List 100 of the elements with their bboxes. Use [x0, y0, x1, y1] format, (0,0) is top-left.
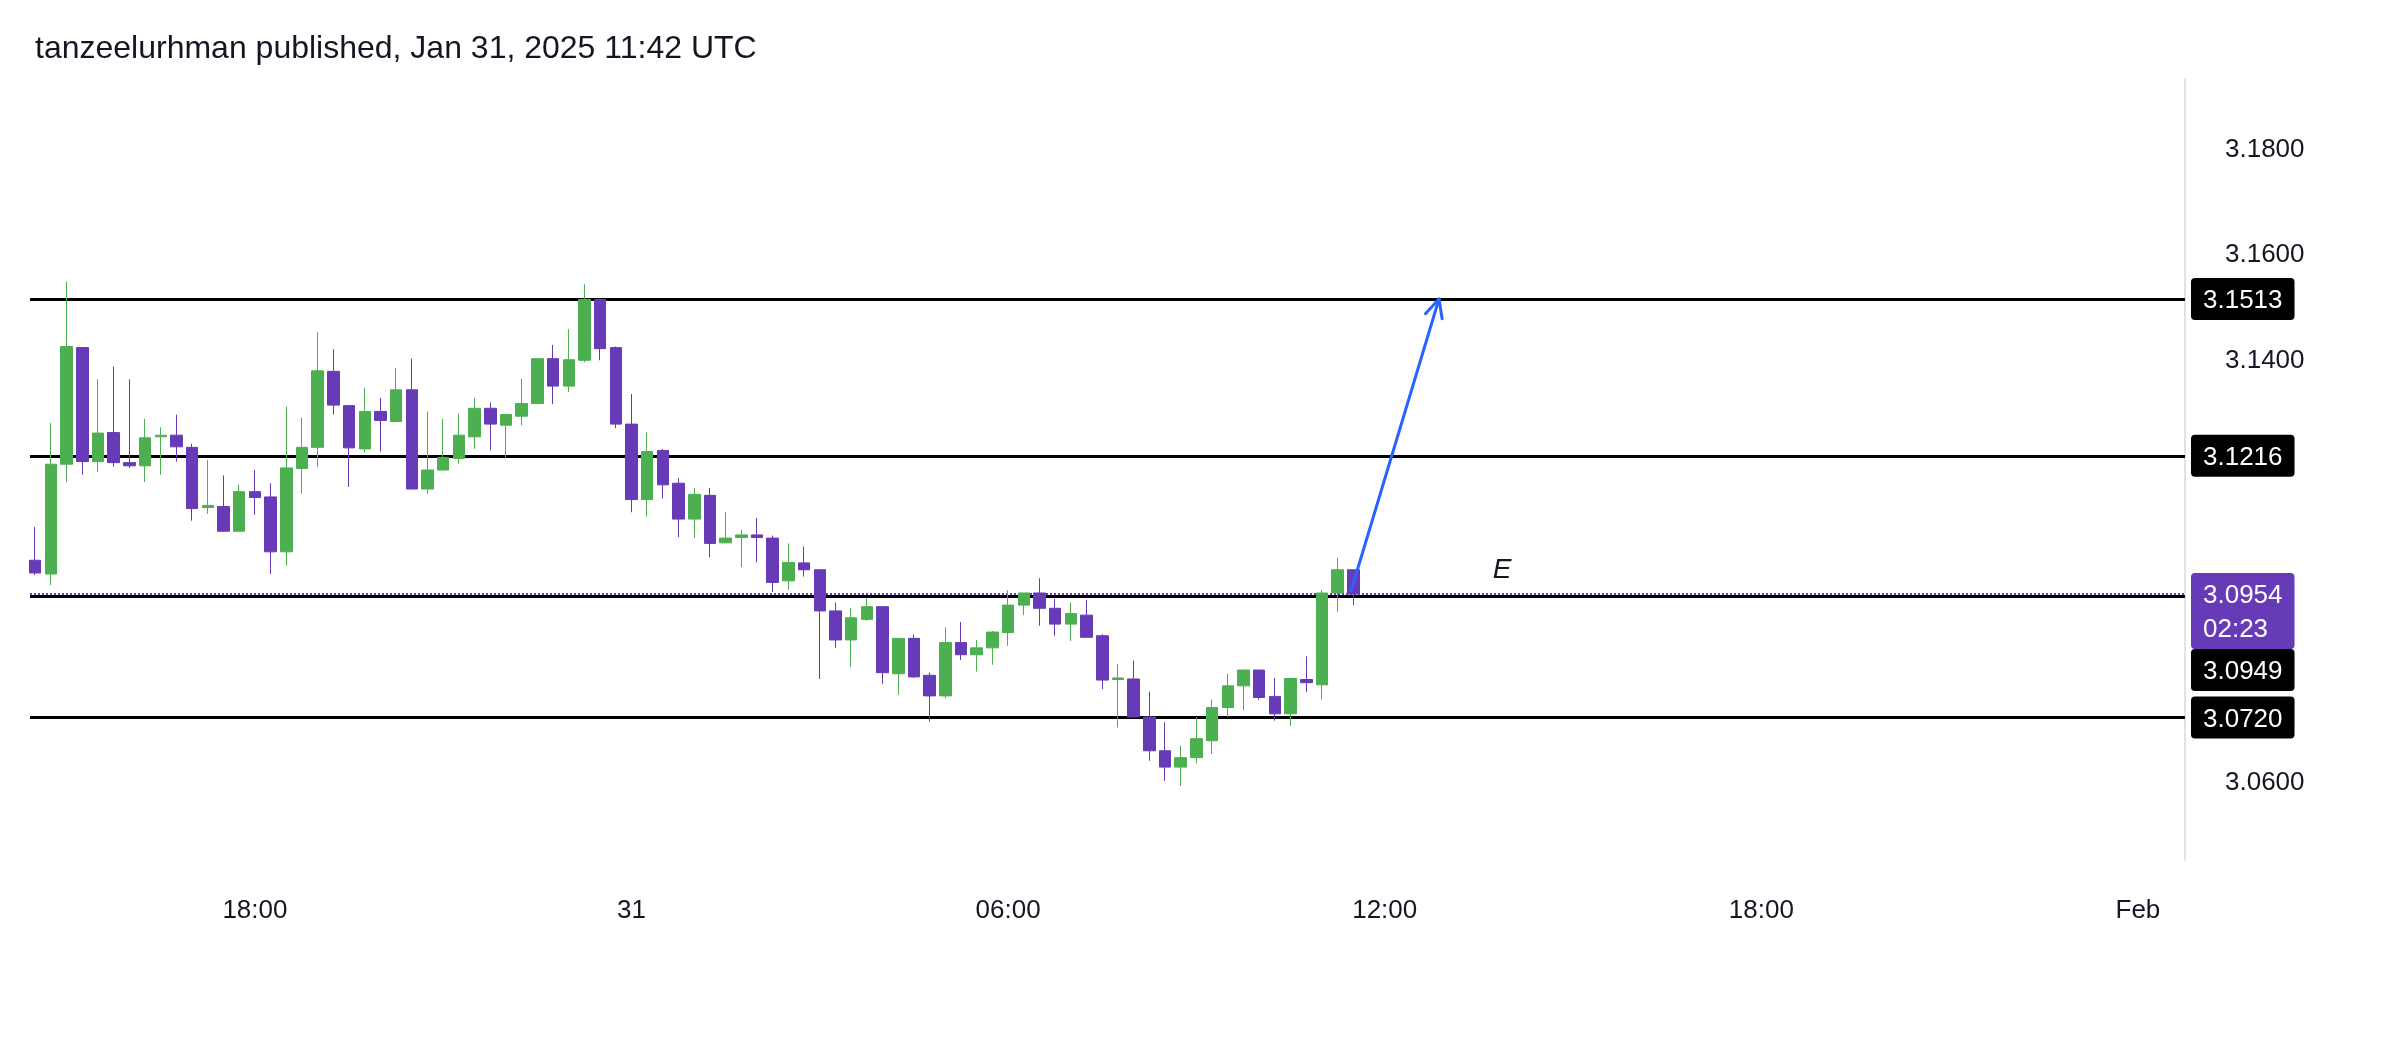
- candlestick: [578, 283, 591, 363]
- candlestick: [563, 328, 575, 393]
- candlestick: [217, 474, 230, 533]
- candlestick: [92, 378, 104, 473]
- candlestick: [327, 348, 340, 416]
- candlestick: [421, 410, 434, 495]
- candlestick: [1300, 655, 1313, 693]
- candlestick: [641, 432, 653, 517]
- candlestick: [829, 601, 842, 649]
- candlestick: [390, 367, 402, 423]
- candlestick: [76, 347, 89, 476]
- candlestick: [1253, 669, 1265, 701]
- ref-line-label: 3.1513: [2203, 284, 2283, 315]
- candlestick: [1316, 589, 1328, 701]
- x-tick-label: 18:00: [1728, 894, 1794, 924]
- candlestick: [1065, 601, 1077, 642]
- y-tick-label: 3.0600: [2225, 765, 2305, 796]
- candlestick: [782, 542, 795, 591]
- candlestick: [202, 459, 214, 515]
- candlestick: [610, 346, 622, 429]
- candlestick: [186, 443, 198, 522]
- candlestick: [374, 397, 387, 453]
- candlestick: [468, 397, 481, 450]
- candlestick: [531, 358, 544, 405]
- candlestick: [60, 281, 73, 483]
- candlestick: [625, 393, 638, 513]
- candlestick: [1331, 557, 1344, 613]
- candlestick: [1206, 699, 1218, 755]
- candlestick: [311, 331, 324, 468]
- candlestick: [751, 517, 763, 563]
- chart-title: tanzeelurhman published, Jan 31, 2025 11:42 UTC: [35, 29, 757, 65]
- candlestick: [1018, 592, 1030, 616]
- candlestick: [107, 366, 120, 468]
- candlestick: [986, 630, 999, 666]
- candlestick: [280, 406, 293, 567]
- candlestick: [1190, 716, 1203, 764]
- candlestick: [547, 344, 559, 405]
- candlestick: [406, 358, 418, 490]
- candlestick: [249, 469, 261, 516]
- candlestick: [1269, 677, 1281, 722]
- candlestick: [1159, 721, 1171, 782]
- ref-line-label: 3.1216: [2203, 440, 2283, 471]
- candlestick: [1222, 673, 1234, 718]
- candlestick: [343, 405, 355, 488]
- candlestick: [908, 634, 920, 679]
- candlestick: [845, 607, 857, 668]
- candlestick: [155, 426, 167, 476]
- ref-line-label: 3.0954: [2203, 579, 2283, 610]
- candlestick: [484, 401, 497, 451]
- candlestick: [170, 414, 183, 463]
- y-tick-label: 3.1400: [2225, 343, 2305, 374]
- text: 02:23: [2203, 613, 2269, 644]
- x-tick-label: 12:00: [1352, 894, 1418, 924]
- annotation: E: [1492, 552, 1512, 584]
- candlestick: [1237, 669, 1250, 711]
- candlestick: [672, 477, 685, 538]
- candlestick: [515, 378, 528, 426]
- candlestick: [704, 487, 716, 558]
- candlestick: [594, 298, 606, 361]
- x-tick-label: 18:00: [222, 894, 288, 924]
- x-tick-label: 06:00: [975, 894, 1041, 924]
- candlestick: [233, 484, 245, 532]
- candlestick: [1096, 633, 1109, 690]
- candlestick: [955, 621, 967, 661]
- candlestick: [719, 511, 732, 544]
- candlestick: [1143, 691, 1156, 762]
- candlestick: [29, 526, 41, 576]
- x-tick-label: Feb: [2115, 894, 2161, 924]
- candlestick: [798, 546, 810, 578]
- candlestick: [688, 487, 701, 539]
- candlestick: [861, 597, 873, 622]
- candlestick: [437, 418, 449, 471]
- candlestick: [1002, 589, 1014, 647]
- candlestick: [500, 414, 512, 459]
- candlestick: [123, 378, 136, 469]
- candlestick: [453, 413, 465, 465]
- candlestick: [1284, 677, 1297, 727]
- candlestick: [264, 482, 277, 575]
- candlestick: [892, 637, 905, 696]
- candlestick: [939, 626, 952, 700]
- candlestick: [735, 529, 748, 568]
- candlestick: [45, 422, 57, 586]
- candlestick: [1174, 744, 1187, 787]
- candlestick: [139, 418, 151, 483]
- candlestick: [359, 387, 371, 454]
- candlestick: [923, 672, 936, 723]
- ref-line-label: 3.0949: [2203, 655, 2283, 686]
- candlestick: [1049, 598, 1061, 637]
- candlestick: [1080, 599, 1093, 638]
- candlestick: [766, 534, 779, 593]
- x-tick-label: 31: [617, 894, 646, 924]
- candlestick: [970, 639, 983, 673]
- candlestick: [1112, 663, 1124, 729]
- y-tick-label: 3.1600: [2225, 238, 2305, 269]
- candlestick: [657, 448, 669, 500]
- candlestick: [1127, 660, 1140, 718]
- y-tick-label: 3.1800: [2225, 132, 2305, 163]
- candlestick: [876, 606, 889, 685]
- ref-line-label: 3.0720: [2203, 702, 2283, 733]
- candlestick: [296, 417, 308, 495]
